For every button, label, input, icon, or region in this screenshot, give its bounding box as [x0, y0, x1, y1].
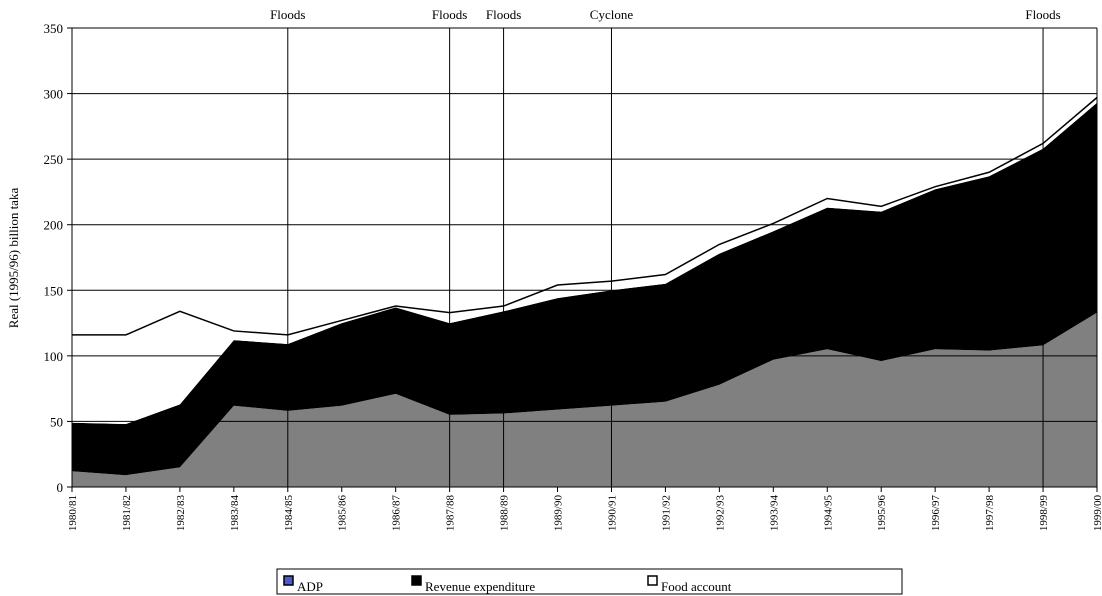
area-outline — [72, 96, 1098, 336]
legend-label: ADP — [297, 579, 323, 594]
legend-label: Revenue expenditure — [425, 579, 535, 594]
x-tick-label: 1995/96 — [876, 495, 888, 532]
x-tick-label: 1990/91 — [606, 495, 618, 531]
x-tick-label: 1982/83 — [175, 495, 187, 532]
x-tick-label: 1996/97 — [930, 495, 942, 532]
x-tick-label: 1985/86 — [337, 495, 349, 532]
legend-box — [276, 568, 903, 595]
y-tick-label: 50 — [50, 414, 63, 429]
y-tick-label: 300 — [44, 87, 64, 102]
x-tick-label: 1981/82 — [121, 495, 133, 531]
annotation: Floods — [1025, 7, 1060, 22]
area — [72, 102, 1097, 476]
x-tick-label: 1994/95 — [822, 495, 834, 532]
annotation: Floods — [486, 7, 521, 22]
areas — [72, 96, 1098, 487]
annotation: Floods — [432, 7, 467, 22]
legend-label: Food account — [661, 579, 732, 594]
x-tick-label: 1997/98 — [984, 495, 996, 532]
annotation: Cyclone — [590, 7, 634, 22]
y-tick-label: 200 — [44, 218, 64, 233]
x-tick-label: 1992/93 — [714, 495, 726, 532]
x-tick-label: 1987/88 — [445, 495, 457, 532]
x-tick-label: 1989/90 — [553, 495, 565, 532]
x-tick-label: 1991/92 — [660, 495, 672, 531]
legend-swatch — [411, 575, 422, 586]
legend-swatch — [283, 575, 294, 586]
annotation: Floods — [270, 7, 305, 22]
area — [72, 97, 1097, 425]
legend-swatch — [647, 575, 658, 586]
y-tick-label: 150 — [44, 283, 64, 298]
x-tick-label: 1983/84 — [229, 495, 241, 532]
x-tick-label: 1988/89 — [499, 495, 511, 532]
y-tick-label: 350 — [44, 21, 64, 36]
y-axis-label: Real (1995/96) billion taka — [6, 188, 21, 329]
x-tick-label: 1998/99 — [1038, 495, 1050, 532]
x-tick-label: 1999/00 — [1092, 495, 1102, 532]
grid — [72, 27, 1097, 488]
y-tick-label: 250 — [44, 152, 64, 167]
y-tick-label: 0 — [57, 480, 64, 495]
x-tick-label: 1980/81 — [67, 495, 79, 531]
y-tick-label: 100 — [44, 349, 64, 364]
x-tick-label: 1986/87 — [391, 495, 403, 532]
x-tick-label: 1993/94 — [768, 495, 780, 532]
x-tick-label: 1984/85 — [283, 495, 295, 532]
